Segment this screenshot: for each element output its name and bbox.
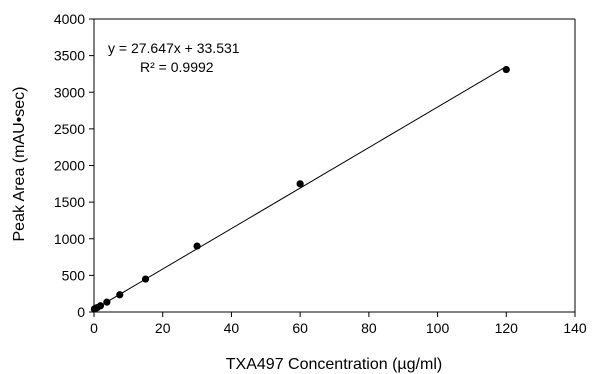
y-tick-label: 0 <box>77 304 85 320</box>
y-tick-label: 3500 <box>54 48 85 64</box>
regression-equation: y = 27.647x + 33.531 <box>108 40 240 56</box>
data-points <box>90 65 510 313</box>
y-tick-label: 2000 <box>54 158 85 174</box>
r-squared-label: R² = 0.9992 <box>140 59 214 75</box>
y-tick-label: 500 <box>62 267 86 283</box>
x-axis-label: TXA497 Concentration (µg/ml) <box>226 356 442 373</box>
trendline <box>93 66 507 310</box>
data-point <box>296 180 304 188</box>
x-tick-label: 20 <box>155 320 171 336</box>
y-tick-label: 1500 <box>54 194 85 210</box>
y-tick-label: 2500 <box>54 121 85 137</box>
x-ticks: 0 20 40 60 80 100 120 140 <box>90 312 587 336</box>
x-tick-label: 40 <box>224 320 240 336</box>
data-point <box>96 302 105 310</box>
x-tick-label: 80 <box>361 320 377 336</box>
data-point <box>141 275 150 283</box>
trendline-group <box>93 66 507 310</box>
data-point <box>502 65 510 74</box>
data-point <box>193 242 201 250</box>
x-tick-label: 60 <box>292 320 308 336</box>
data-point <box>103 298 111 306</box>
y-ticks: 0 500 1000 1500 2000 2500 3000 3500 4000 <box>54 11 94 320</box>
x-tick-label: 0 <box>90 320 98 336</box>
x-tick-label: 140 <box>563 320 587 336</box>
y-tick-label: 3000 <box>54 84 85 100</box>
data-point <box>116 291 124 299</box>
y-axis-label: Peak Area (mAU•sec) <box>11 87 28 242</box>
x-tick-label: 120 <box>495 320 519 336</box>
y-tick-label: 1000 <box>54 231 85 247</box>
y-tick-label: 4000 <box>54 11 85 27</box>
x-tick-label: 100 <box>426 320 450 336</box>
